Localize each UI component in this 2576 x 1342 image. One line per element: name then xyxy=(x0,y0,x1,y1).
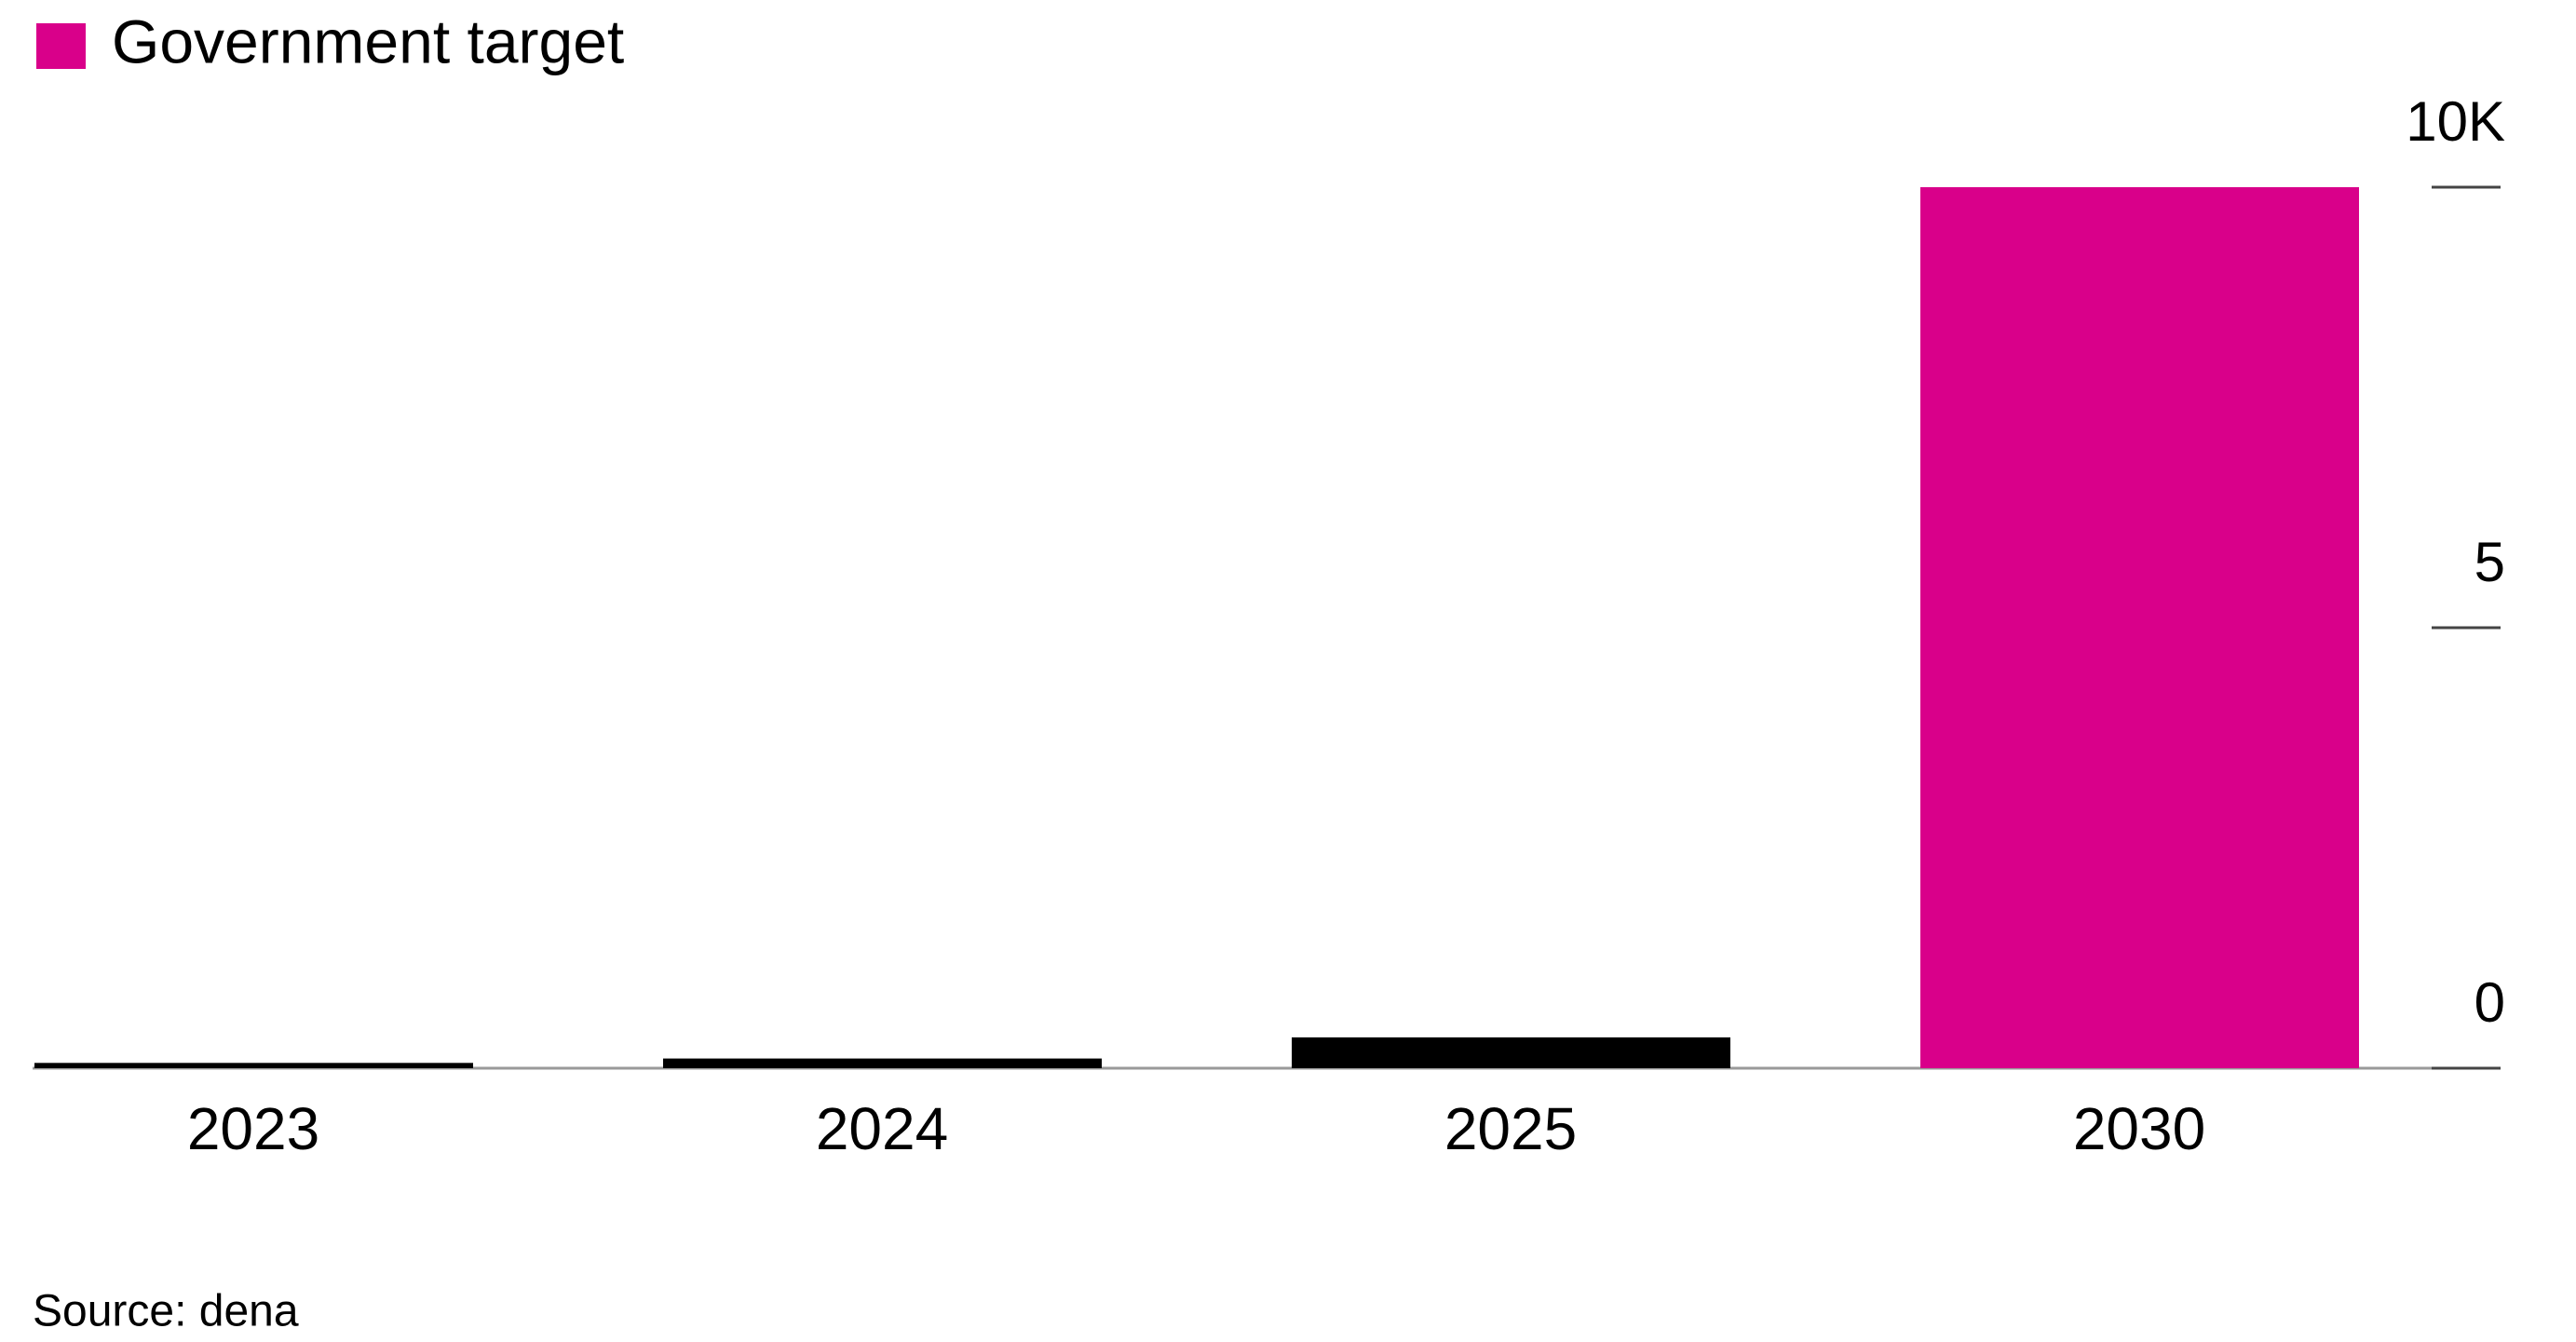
x-tick-label: 2023 xyxy=(187,1095,319,1162)
x-tick-label: 2025 xyxy=(1444,1095,1577,1162)
x-tick-label: 2024 xyxy=(816,1095,948,1162)
bar xyxy=(1920,187,2359,1068)
y-tick-label: 10K xyxy=(2406,90,2505,153)
x-tick-label: 2030 xyxy=(2073,1095,2205,1162)
bar xyxy=(663,1058,1102,1068)
source: Source: dena xyxy=(33,1287,299,1336)
bar xyxy=(34,1063,473,1068)
legend-label: Government target xyxy=(112,7,624,75)
bar xyxy=(1292,1037,1730,1068)
y-tick-label: 5 xyxy=(2474,531,2505,593)
legend-swatch xyxy=(36,23,86,69)
y-tick-label: 0 xyxy=(2474,971,2505,1034)
